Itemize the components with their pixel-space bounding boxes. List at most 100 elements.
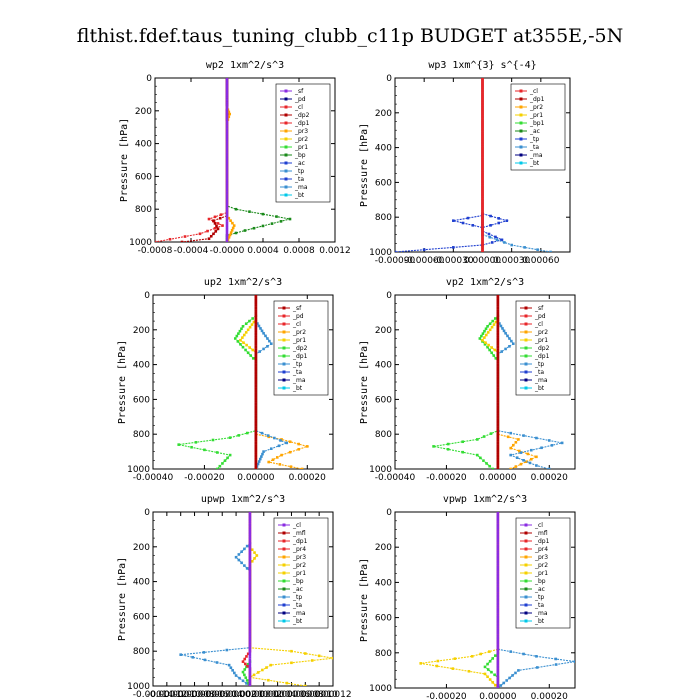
legend-marker bbox=[282, 378, 286, 382]
series-marker bbox=[535, 464, 538, 467]
series-marker bbox=[254, 304, 258, 307]
series-marker bbox=[225, 96, 229, 99]
series-marker bbox=[496, 439, 500, 442]
series-marker bbox=[486, 668, 490, 671]
legend-label: _dp1 bbox=[529, 96, 545, 103]
series-marker bbox=[481, 110, 484, 114]
series-marker bbox=[554, 663, 558, 666]
series-marker bbox=[254, 407, 258, 411]
series-marker bbox=[243, 564, 246, 567]
legend-marker bbox=[284, 137, 288, 141]
series-marker bbox=[481, 219, 484, 223]
series-marker bbox=[446, 442, 450, 446]
series-marker bbox=[248, 650, 252, 654]
series-marker bbox=[288, 450, 292, 454]
series-marker bbox=[496, 366, 500, 370]
series-marker bbox=[225, 128, 229, 131]
series-marker bbox=[484, 327, 488, 331]
series-marker bbox=[496, 573, 500, 577]
series-marker bbox=[496, 597, 500, 600]
series-marker bbox=[254, 392, 258, 395]
series-marker bbox=[481, 232, 484, 236]
series-marker bbox=[496, 536, 500, 540]
series-marker bbox=[496, 684, 500, 687]
series-marker bbox=[261, 668, 264, 672]
series-marker bbox=[241, 660, 245, 663]
series-marker bbox=[245, 544, 249, 548]
legend-label: _ma bbox=[294, 184, 308, 191]
series-marker bbox=[285, 441, 289, 445]
series-marker bbox=[509, 453, 513, 457]
series-marker bbox=[254, 337, 258, 341]
series-marker bbox=[225, 125, 229, 129]
legend-label: _pr1 bbox=[292, 337, 306, 344]
series-marker bbox=[490, 351, 493, 355]
series-marker bbox=[481, 105, 484, 108]
legend-marker bbox=[282, 547, 286, 551]
series-marker bbox=[238, 329, 242, 333]
series-marker bbox=[225, 181, 229, 185]
series-marker bbox=[248, 669, 252, 672]
series-marker bbox=[231, 669, 234, 672]
y-tick-label: 400 bbox=[133, 361, 150, 371]
series-marker bbox=[248, 627, 252, 631]
series-marker bbox=[481, 209, 484, 212]
series-marker bbox=[254, 418, 258, 421]
series-marker bbox=[481, 149, 484, 153]
series-marker bbox=[481, 198, 484, 202]
legend-marker bbox=[524, 330, 528, 334]
x-tick-label: -0.00002 bbox=[216, 690, 256, 700]
series-marker bbox=[248, 526, 252, 529]
series-marker bbox=[481, 126, 484, 129]
series-marker bbox=[487, 343, 490, 347]
series-marker bbox=[554, 657, 558, 661]
x-tick-label: 0.0008 bbox=[283, 246, 315, 256]
series-marker bbox=[237, 332, 240, 335]
series-marker bbox=[225, 221, 229, 224]
legend-label: _bp bbox=[292, 578, 304, 585]
x-tick-label: -0.00060 bbox=[404, 256, 445, 266]
series-marker bbox=[248, 645, 252, 649]
series-marker bbox=[528, 461, 532, 465]
series-marker bbox=[453, 657, 457, 660]
series-marker bbox=[481, 196, 484, 199]
series-marker bbox=[547, 467, 551, 469]
legend-label: _tp bbox=[292, 361, 302, 368]
series-marker bbox=[511, 443, 515, 447]
series-marker bbox=[225, 177, 229, 180]
series-marker bbox=[227, 110, 231, 114]
x-tick-label: 0.00000 bbox=[237, 473, 274, 483]
legend-marker bbox=[524, 563, 528, 567]
series-marker bbox=[248, 593, 252, 597]
series-marker bbox=[496, 397, 500, 401]
series-marker bbox=[261, 224, 265, 228]
legend-label: _pr3 bbox=[294, 128, 308, 135]
series-marker bbox=[496, 350, 500, 354]
series-marker bbox=[248, 521, 252, 524]
series-marker bbox=[496, 314, 500, 318]
series-marker bbox=[234, 231, 238, 235]
series-marker bbox=[496, 400, 500, 403]
legend-marker bbox=[524, 306, 528, 310]
series-marker bbox=[496, 670, 500, 674]
series-marker bbox=[496, 613, 500, 616]
series-marker bbox=[225, 78, 229, 80]
series-marker bbox=[227, 236, 231, 239]
legend-label: _ta bbox=[534, 369, 544, 376]
series-marker bbox=[248, 617, 252, 620]
series-marker bbox=[496, 634, 500, 637]
series-marker bbox=[484, 333, 488, 337]
series-marker bbox=[497, 217, 501, 220]
series-marker bbox=[490, 241, 494, 244]
series-marker bbox=[225, 155, 229, 158]
legend-label: _pr2 bbox=[294, 136, 308, 143]
legend-marker bbox=[282, 354, 286, 358]
series-marker bbox=[489, 224, 492, 227]
legend-marker bbox=[282, 595, 286, 599]
series-line-green bbox=[433, 315, 499, 469]
series-marker bbox=[481, 211, 484, 215]
y-tick-label: 400 bbox=[135, 140, 152, 150]
series-marker bbox=[279, 439, 282, 442]
series-marker bbox=[248, 609, 252, 612]
series-marker bbox=[496, 529, 500, 532]
